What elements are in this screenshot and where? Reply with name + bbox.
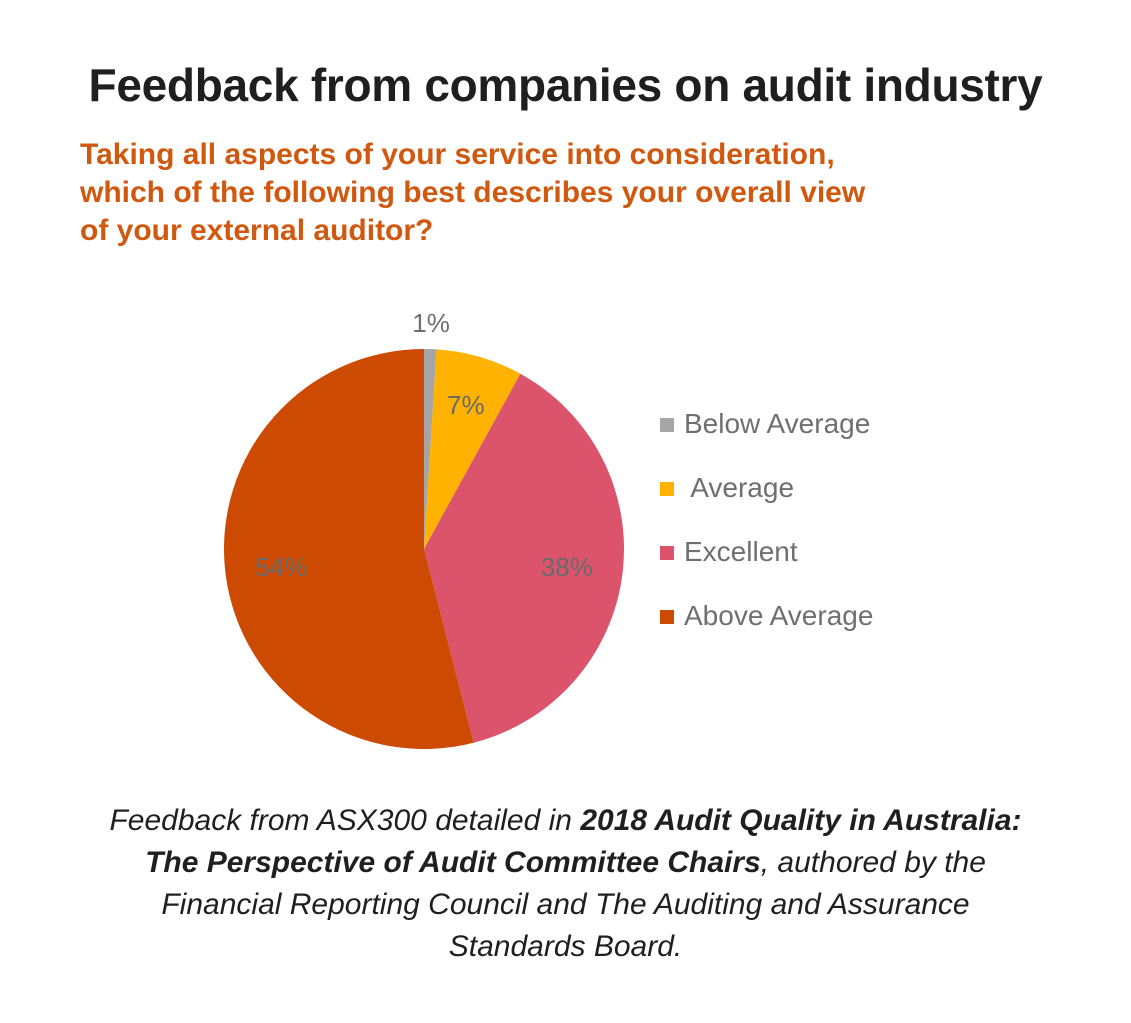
caption-text: Feedback from ASX300 detailed in bbox=[109, 804, 581, 837]
data-label-excellent: 38% bbox=[541, 552, 593, 582]
legend-swatch bbox=[660, 418, 674, 432]
legend-swatch bbox=[660, 546, 674, 560]
legend-swatch bbox=[660, 610, 674, 624]
pie-slice-excellent bbox=[424, 373, 624, 743]
pie-slice-average bbox=[424, 349, 521, 549]
caption-line-1: Feedback from ASX300 detailed in 2018 Au… bbox=[0, 800, 1131, 842]
subtitle-line: which of the following best describes yo… bbox=[80, 176, 866, 209]
pie-slice-below-average bbox=[424, 349, 437, 549]
pie-slice-above-average bbox=[223, 348, 474, 749]
subtitle-line: of your external auditor? bbox=[80, 214, 434, 247]
caption-line-3: Financial Reporting Council and The Audi… bbox=[161, 888, 970, 921]
chart-title: Feedback from companies on audit industr… bbox=[88, 59, 1043, 111]
legend-label: Above Average bbox=[684, 600, 874, 631]
data-label-average: 7% bbox=[447, 390, 485, 420]
caption-line-4: Standards Board. bbox=[448, 930, 683, 963]
caption-line-2: The Perspective of Audit Committee Chair… bbox=[0, 842, 1131, 884]
legend-label: Excellent bbox=[684, 536, 798, 567]
subtitle-line: Taking all aspects of your service into … bbox=[80, 138, 835, 171]
chart-subtitle: Taking all aspects of your service into … bbox=[80, 136, 1080, 250]
caption-report-title: 2018 Audit Quality in Australia: bbox=[580, 804, 1022, 837]
legend-swatch bbox=[660, 482, 674, 496]
source-caption: Feedback from ASX300 detailed in 2018 Au… bbox=[0, 800, 1131, 968]
data-label-below-average: 1% bbox=[412, 308, 450, 338]
legend-label: Below Average bbox=[684, 408, 871, 439]
legend-label: Average bbox=[684, 472, 795, 503]
data-label-above-average: 54% bbox=[255, 552, 307, 582]
caption-report-title: The Perspective of Audit Committee Chair… bbox=[145, 846, 761, 879]
caption-text: , authored by the bbox=[760, 846, 986, 879]
